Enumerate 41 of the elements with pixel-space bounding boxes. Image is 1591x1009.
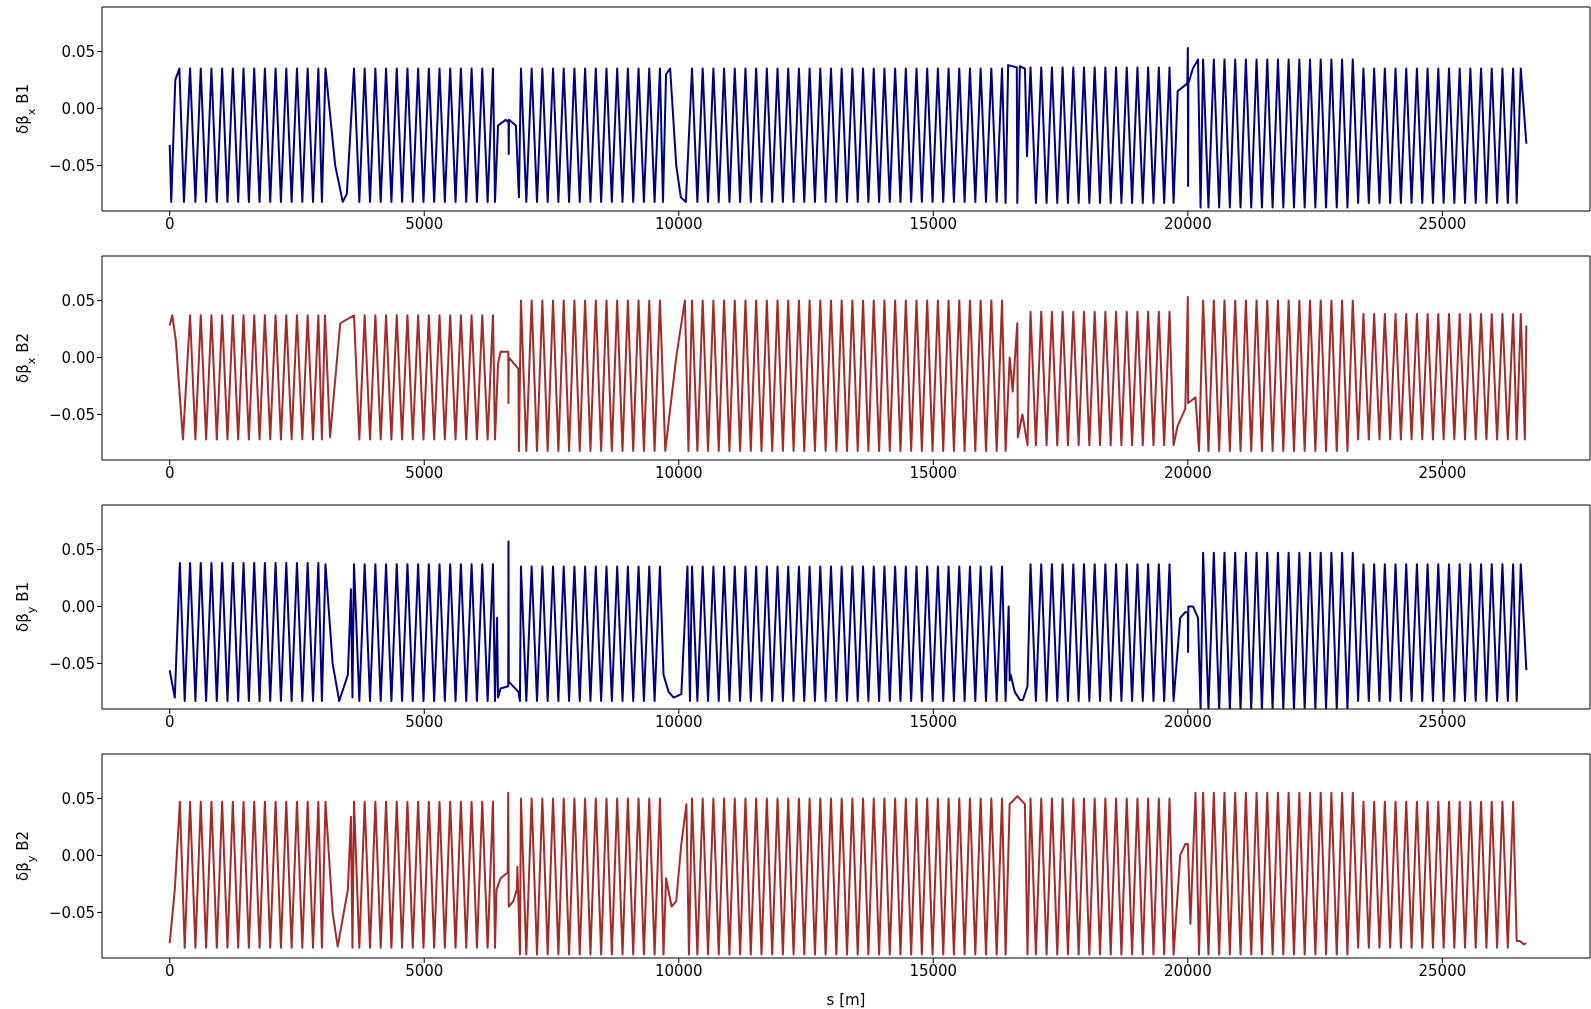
y-tick-label: 0.05 — [61, 540, 95, 559]
x-tick-label: 0 — [164, 463, 175, 482]
y-tick-label: 0.00 — [61, 99, 95, 118]
y-tick-label: −0.05 — [49, 156, 95, 175]
x-tick-label: 15000 — [909, 961, 958, 980]
x-tick-label: 15000 — [909, 712, 958, 731]
y-tick-label: 0.05 — [61, 291, 95, 310]
x-tick-label: 5000 — [405, 712, 444, 731]
x-tick-label: 10000 — [654, 214, 703, 233]
x-axis-title: s [m] — [826, 991, 866, 1009]
y-tick-label: −0.05 — [49, 405, 95, 424]
x-tick-label: 0 — [164, 214, 175, 233]
x-tick-label: 0 — [164, 961, 175, 980]
y-tick-label: 0.00 — [61, 597, 95, 616]
x-tick-label: 5000 — [405, 463, 444, 482]
x-tick-label: 25000 — [1418, 214, 1467, 233]
line-series — [168, 540, 1528, 709]
x-tick-label: 15000 — [909, 463, 958, 482]
y-tick-label: 0.05 — [61, 42, 95, 61]
y-tick-label: −0.05 — [49, 654, 95, 673]
line-series — [168, 47, 1528, 209]
x-tick-label: 5000 — [405, 961, 444, 980]
line-series — [168, 296, 1528, 452]
x-tick-label: 5000 — [405, 214, 444, 233]
x-tick-label: 15000 — [909, 214, 958, 233]
x-tick-label: 25000 — [1418, 712, 1467, 731]
x-tick-label: 0 — [164, 712, 175, 731]
y-tick-label: 0.05 — [61, 789, 95, 808]
y-tick-label: −0.05 — [49, 903, 95, 922]
y-tick-label: 0.00 — [61, 348, 95, 367]
x-tick-label: 25000 — [1418, 463, 1467, 482]
y-tick-label: 0.00 — [61, 846, 95, 865]
x-tick-label: 10000 — [654, 463, 703, 482]
x-tick-label: 10000 — [654, 712, 703, 731]
x-tick-label: 20000 — [1163, 961, 1212, 980]
x-tick-label: 20000 — [1163, 712, 1212, 731]
x-tick-label: 10000 — [654, 961, 703, 980]
line-series — [168, 791, 1528, 956]
x-tick-label: 20000 — [1163, 214, 1212, 233]
x-tick-label: 25000 — [1418, 961, 1467, 980]
x-tick-label: 20000 — [1163, 463, 1212, 482]
